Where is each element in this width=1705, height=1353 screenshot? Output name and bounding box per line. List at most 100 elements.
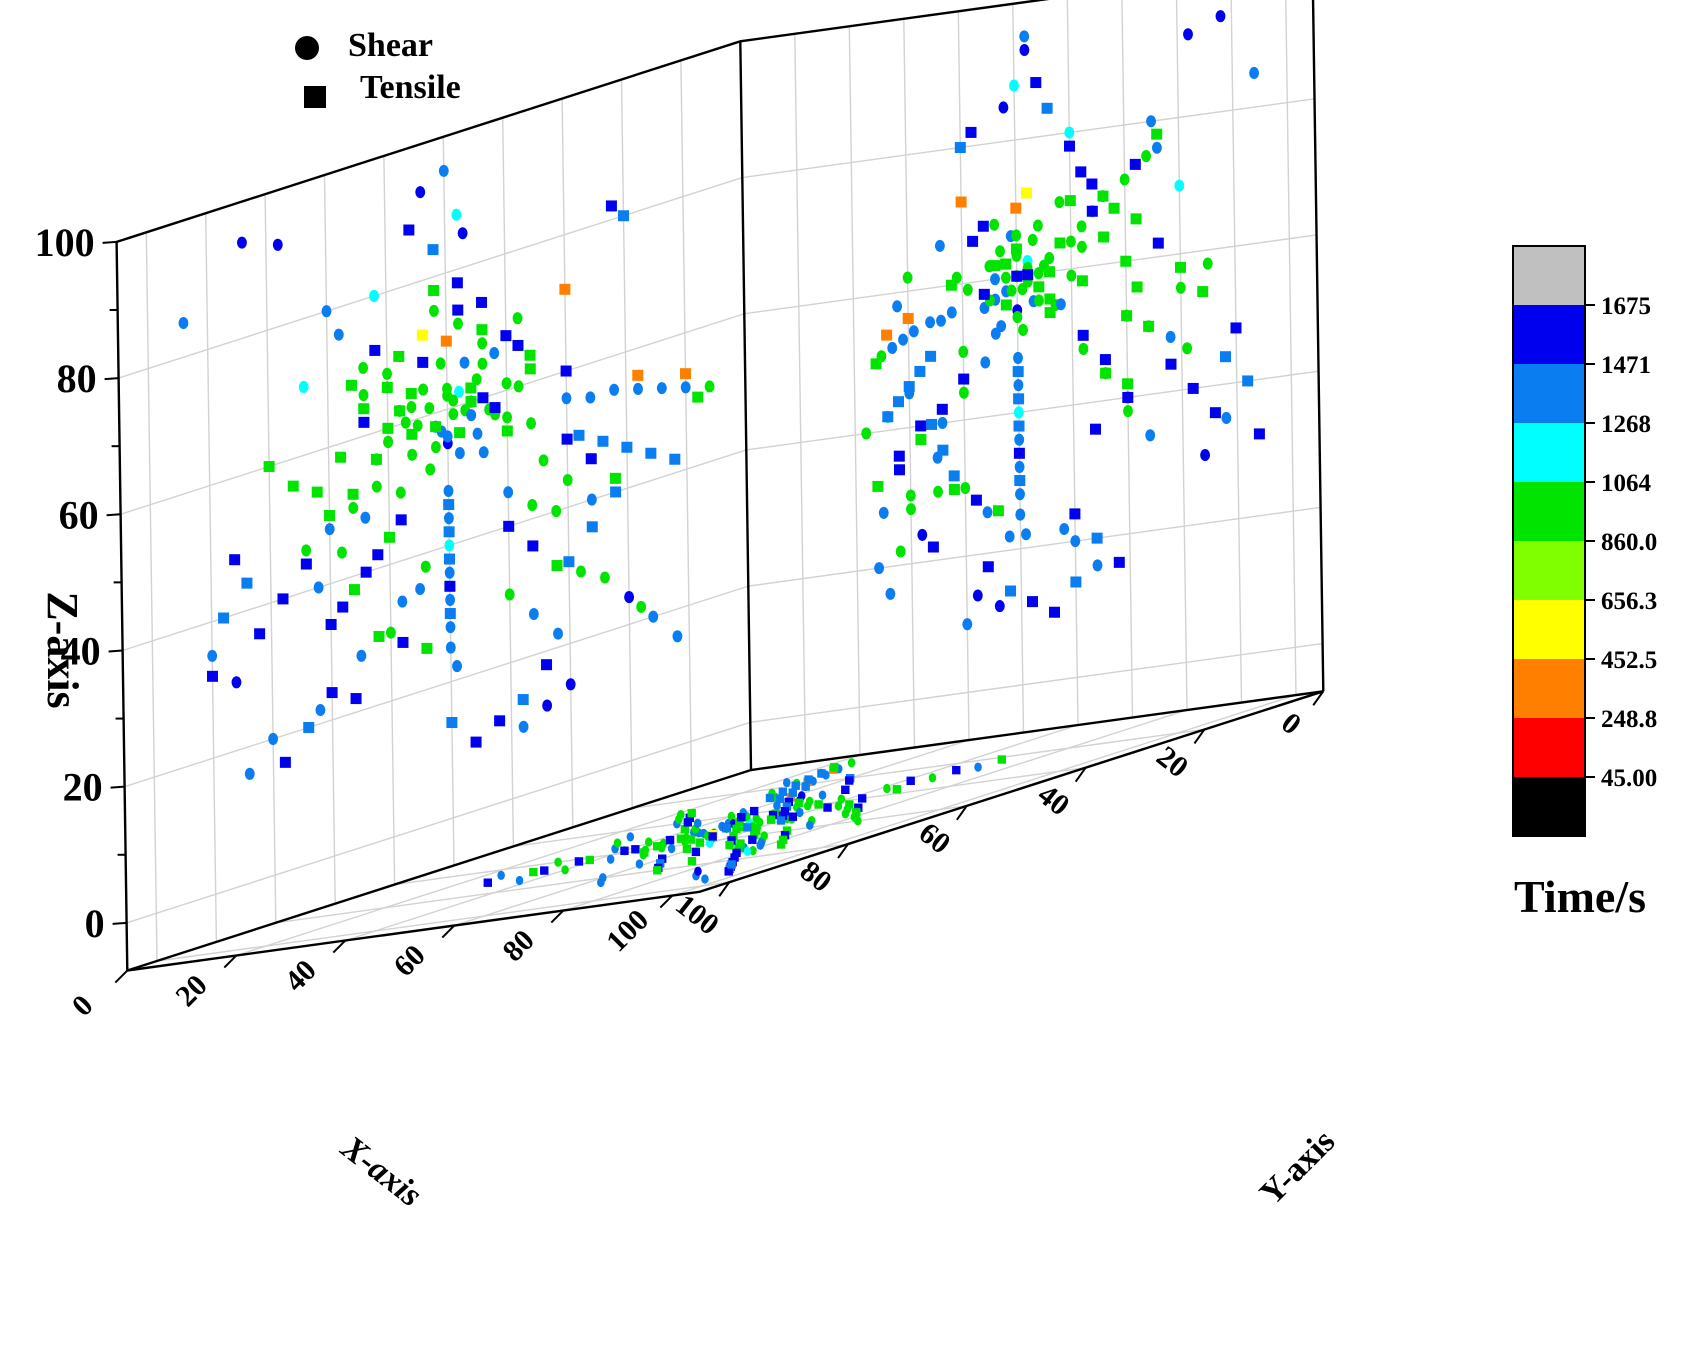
y-tick-label: 100 [600, 903, 655, 958]
shear-point-yz [1034, 294, 1044, 307]
tensile-point-yz [872, 480, 884, 492]
shear-point-yz [895, 545, 906, 558]
grid-floor-y [236, 754, 861, 957]
shear-point-yz [933, 485, 943, 498]
tensile-point-yz [1030, 77, 1042, 89]
tensile-point-yz [978, 288, 990, 300]
tensile-point-yz [1014, 475, 1026, 487]
shear-point-xz [672, 630, 683, 643]
tensile-point-xz [406, 428, 418, 440]
shear-point-yz [905, 489, 916, 502]
shear-point-yz [1000, 271, 1011, 284]
shear-point-xz [360, 511, 371, 524]
tensile-point-xz [444, 608, 456, 620]
shear-point-yz [1014, 433, 1025, 446]
tensile-point-floor [778, 811, 788, 821]
shear-point-floor [883, 783, 891, 794]
tensile-point-yz [945, 279, 957, 291]
tensile-point-floor [687, 808, 696, 818]
y-tick-major [332, 939, 347, 954]
grid-floor-y [672, 694, 1297, 897]
shear-point-floor [701, 874, 709, 884]
grid-xz-horizontal [124, 585, 749, 788]
z-tick-major [102, 240, 117, 244]
tensile-point-yz [967, 235, 979, 247]
x-axis-label: X-axis [334, 1129, 429, 1215]
tensile-point-yz [1152, 237, 1164, 249]
shear-point-xz [337, 546, 347, 559]
tensile-point-yz [970, 494, 982, 506]
shear-point-xz [454, 447, 465, 460]
tensile-point-xz [512, 339, 524, 351]
tensile-point-xz [559, 283, 571, 295]
tensile-point-xz [358, 416, 370, 428]
tensile-point-floor [778, 835, 788, 845]
tensile-point-xz [254, 628, 266, 640]
shear-point-xz [369, 289, 379, 303]
tensile-point-xz [347, 488, 359, 500]
shear-point-yz [1013, 406, 1024, 419]
tensile-point-xz [218, 612, 230, 624]
tensile-point-floor [729, 831, 738, 840]
tensile-point-yz [1044, 266, 1055, 278]
shear-point-yz [1123, 405, 1133, 418]
shear-point-xz [315, 703, 326, 717]
shear-point-yz [990, 273, 1000, 286]
tensile-point-yz [1076, 275, 1088, 287]
tensile-point-xz [358, 403, 370, 415]
tensile-point-floor [665, 835, 675, 845]
shear-point-xz [442, 430, 453, 443]
tensile-point-floor [727, 836, 736, 845]
tensile-point-yz [1121, 310, 1133, 322]
shear-point-xz [428, 304, 439, 317]
tensile-point-xz [586, 521, 598, 533]
shear-point-xz [648, 610, 659, 623]
grid-xz-minor [680, 60, 693, 790]
shear-point-xz [444, 566, 455, 579]
shear-point-floor [626, 832, 635, 842]
tensile-point-xz [501, 425, 513, 437]
tensile-point-yz [1013, 393, 1025, 405]
tensile-point-yz [1044, 293, 1056, 305]
shear-point-yz [958, 345, 969, 358]
shear-point-xz [453, 317, 463, 330]
shear-point-yz [980, 356, 991, 369]
tensile-point-xz [381, 381, 393, 393]
grid-yz-vertical [1175, 0, 1188, 711]
colorbar-band [1513, 541, 1585, 600]
tensile-point-floor [652, 842, 662, 851]
shear-point-yz [1146, 115, 1157, 128]
colorbar-tick-label: 1471 [1601, 352, 1651, 379]
tensile-point-floor [529, 867, 538, 877]
tensile-point-xz [560, 365, 572, 377]
tensile-point-yz [1027, 596, 1038, 608]
shear-point-xz [412, 419, 423, 432]
shear-point-floor [606, 854, 615, 864]
tensile-point-yz [1230, 322, 1242, 334]
grid-xz-vertical [264, 194, 277, 923]
colorbar-band [1513, 482, 1585, 541]
shear-point-yz [1165, 330, 1176, 344]
tensile-point-yz [1010, 202, 1022, 214]
tensile-point-yz [902, 312, 914, 324]
tensile-point-yz [965, 126, 977, 138]
tensile-point-xz [207, 670, 218, 682]
shear-point-xz [358, 361, 369, 374]
tensile-point-xz [325, 618, 337, 630]
x-tick-major [718, 881, 731, 897]
shear-point-xz [448, 408, 459, 421]
tensile-point-xz [348, 584, 360, 596]
tensile-point-xz [476, 324, 488, 336]
tensile-point-yz [1086, 205, 1098, 217]
x-tick-major [956, 805, 968, 821]
shear-point-xz [382, 367, 393, 380]
shear-point-xz [313, 581, 324, 594]
tensile-point-floor [483, 878, 492, 887]
shear-point-xz [442, 389, 453, 402]
shear-point-xz [512, 312, 523, 325]
tensile-point-floor [736, 839, 745, 848]
tensile-point-yz [1108, 202, 1120, 214]
tensile-point-floor [732, 824, 741, 834]
shear-point-xz [298, 380, 309, 394]
tensile-point-yz [1122, 391, 1134, 403]
